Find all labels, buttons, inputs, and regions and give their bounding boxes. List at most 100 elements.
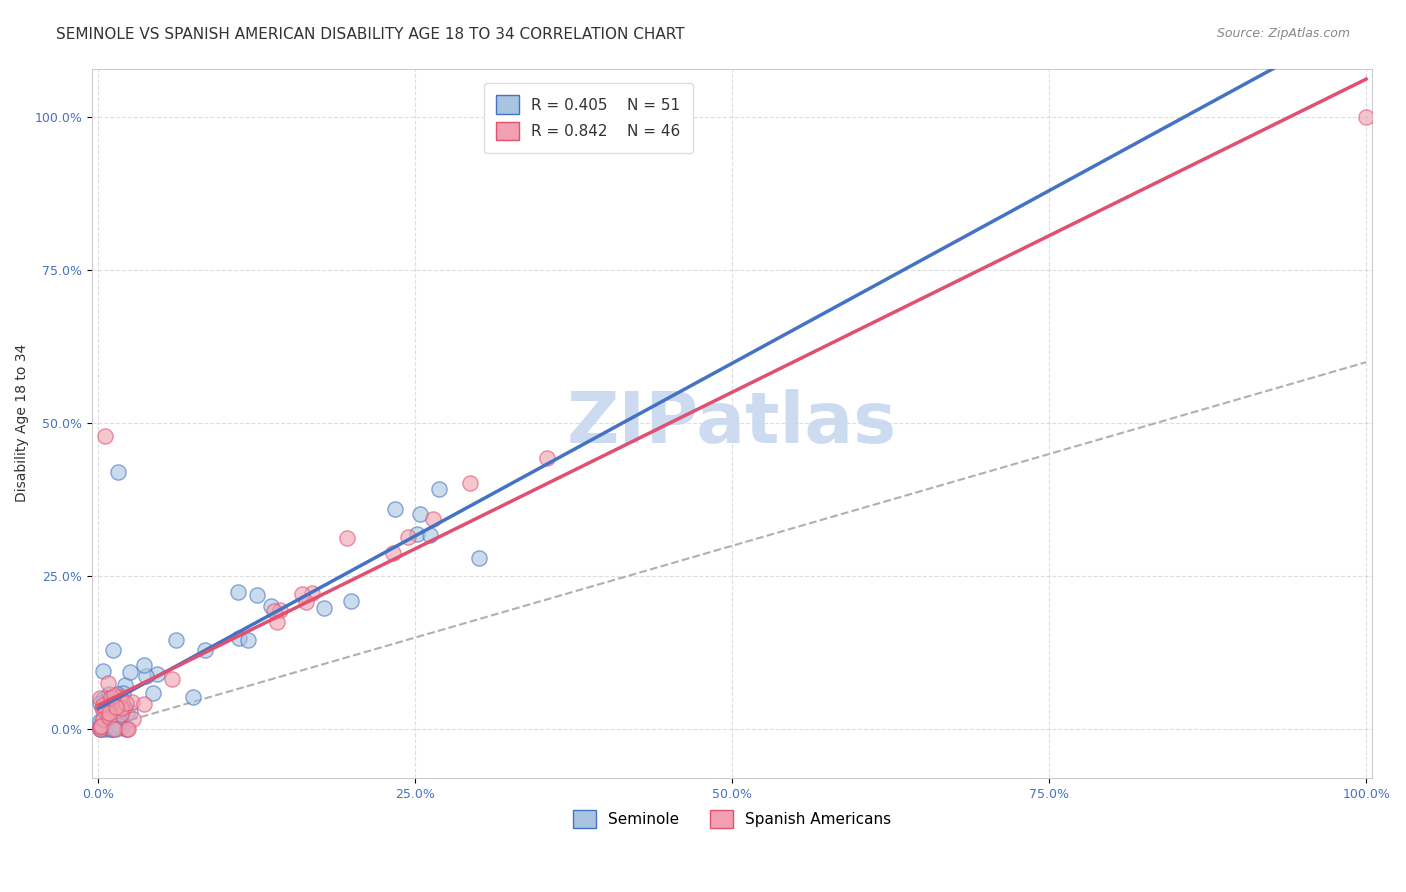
Point bbox=[104, 699, 127, 714]
Text: ZIPatlas: ZIPatlas bbox=[567, 389, 897, 458]
Point bbox=[107, 718, 129, 732]
Point bbox=[107, 466, 129, 480]
Point bbox=[112, 699, 135, 714]
Point bbox=[108, 713, 131, 727]
Point bbox=[91, 664, 114, 678]
Point bbox=[384, 501, 406, 516]
Point bbox=[91, 714, 114, 728]
Point bbox=[181, 690, 204, 704]
Point bbox=[100, 690, 122, 704]
Y-axis label: Disability Age 18 to 34: Disability Age 18 to 34 bbox=[15, 344, 30, 502]
Point bbox=[108, 690, 131, 705]
Point bbox=[146, 667, 169, 681]
Text: SEMINOLE VS SPANISH AMERICAN DISABILITY AGE 18 TO 34 CORRELATION CHART: SEMINOLE VS SPANISH AMERICAN DISABILITY … bbox=[56, 27, 685, 42]
Point bbox=[89, 722, 111, 736]
Point bbox=[97, 675, 120, 690]
Point bbox=[89, 720, 111, 734]
Point bbox=[90, 722, 112, 736]
Point bbox=[100, 691, 122, 706]
Point bbox=[110, 703, 132, 717]
Point bbox=[89, 696, 111, 710]
Point bbox=[142, 686, 165, 700]
Point bbox=[269, 603, 291, 617]
Point bbox=[104, 704, 127, 718]
Point bbox=[117, 722, 139, 736]
Point bbox=[114, 722, 136, 736]
Point bbox=[101, 722, 124, 736]
Point bbox=[406, 527, 429, 541]
Point bbox=[110, 700, 132, 714]
Point bbox=[105, 687, 128, 701]
Point bbox=[97, 710, 120, 724]
Point bbox=[98, 722, 121, 736]
Point bbox=[266, 615, 288, 629]
Point bbox=[1355, 111, 1378, 125]
Point bbox=[107, 690, 129, 705]
Point bbox=[91, 692, 114, 706]
Legend: Seminole, Spanish Americans: Seminole, Spanish Americans bbox=[567, 804, 897, 834]
Point bbox=[115, 706, 138, 720]
Point bbox=[118, 665, 141, 679]
Point bbox=[104, 722, 127, 736]
Point bbox=[536, 451, 558, 466]
Point bbox=[94, 722, 117, 736]
Point bbox=[120, 706, 142, 720]
Text: Source: ZipAtlas.com: Source: ZipAtlas.com bbox=[1216, 27, 1350, 40]
Point bbox=[381, 546, 404, 560]
Point bbox=[101, 701, 124, 715]
Point bbox=[260, 599, 283, 613]
Point bbox=[98, 706, 121, 720]
Point bbox=[419, 528, 441, 542]
Point bbox=[396, 530, 419, 544]
Point bbox=[94, 705, 117, 719]
Point bbox=[117, 722, 139, 736]
Point bbox=[91, 712, 114, 726]
Point bbox=[114, 678, 136, 692]
Point bbox=[228, 631, 250, 645]
Point bbox=[121, 695, 143, 709]
Point bbox=[94, 706, 117, 721]
Point bbox=[246, 588, 269, 602]
Point bbox=[427, 483, 450, 497]
Point bbox=[340, 594, 363, 608]
Point bbox=[91, 701, 114, 715]
Point bbox=[103, 688, 125, 702]
Point bbox=[107, 691, 129, 706]
Point bbox=[90, 701, 112, 715]
Point bbox=[291, 586, 314, 600]
Point bbox=[94, 428, 117, 442]
Point bbox=[111, 686, 134, 700]
Point bbox=[132, 658, 155, 673]
Point bbox=[194, 643, 217, 657]
Point bbox=[226, 585, 249, 599]
Point bbox=[111, 719, 134, 733]
Point bbox=[110, 707, 132, 722]
Point bbox=[468, 551, 491, 566]
Point bbox=[89, 690, 111, 705]
Point bbox=[101, 722, 124, 736]
Point bbox=[101, 642, 124, 657]
Point bbox=[89, 722, 111, 736]
Point bbox=[111, 695, 134, 709]
Point bbox=[165, 633, 187, 648]
Point bbox=[295, 595, 318, 609]
Point bbox=[301, 586, 323, 600]
Point bbox=[115, 696, 138, 710]
Point bbox=[312, 601, 335, 615]
Point bbox=[98, 697, 121, 711]
Point bbox=[98, 687, 121, 701]
Point bbox=[135, 669, 157, 683]
Point bbox=[89, 719, 111, 733]
Point bbox=[90, 719, 112, 733]
Point bbox=[336, 531, 359, 545]
Point bbox=[422, 512, 444, 526]
Point bbox=[122, 712, 145, 726]
Point bbox=[409, 508, 432, 522]
Point bbox=[263, 604, 285, 618]
Point bbox=[91, 698, 114, 713]
Point bbox=[105, 690, 128, 704]
Point bbox=[103, 722, 125, 736]
Point bbox=[162, 672, 184, 686]
Point bbox=[458, 476, 481, 491]
Point bbox=[236, 632, 259, 647]
